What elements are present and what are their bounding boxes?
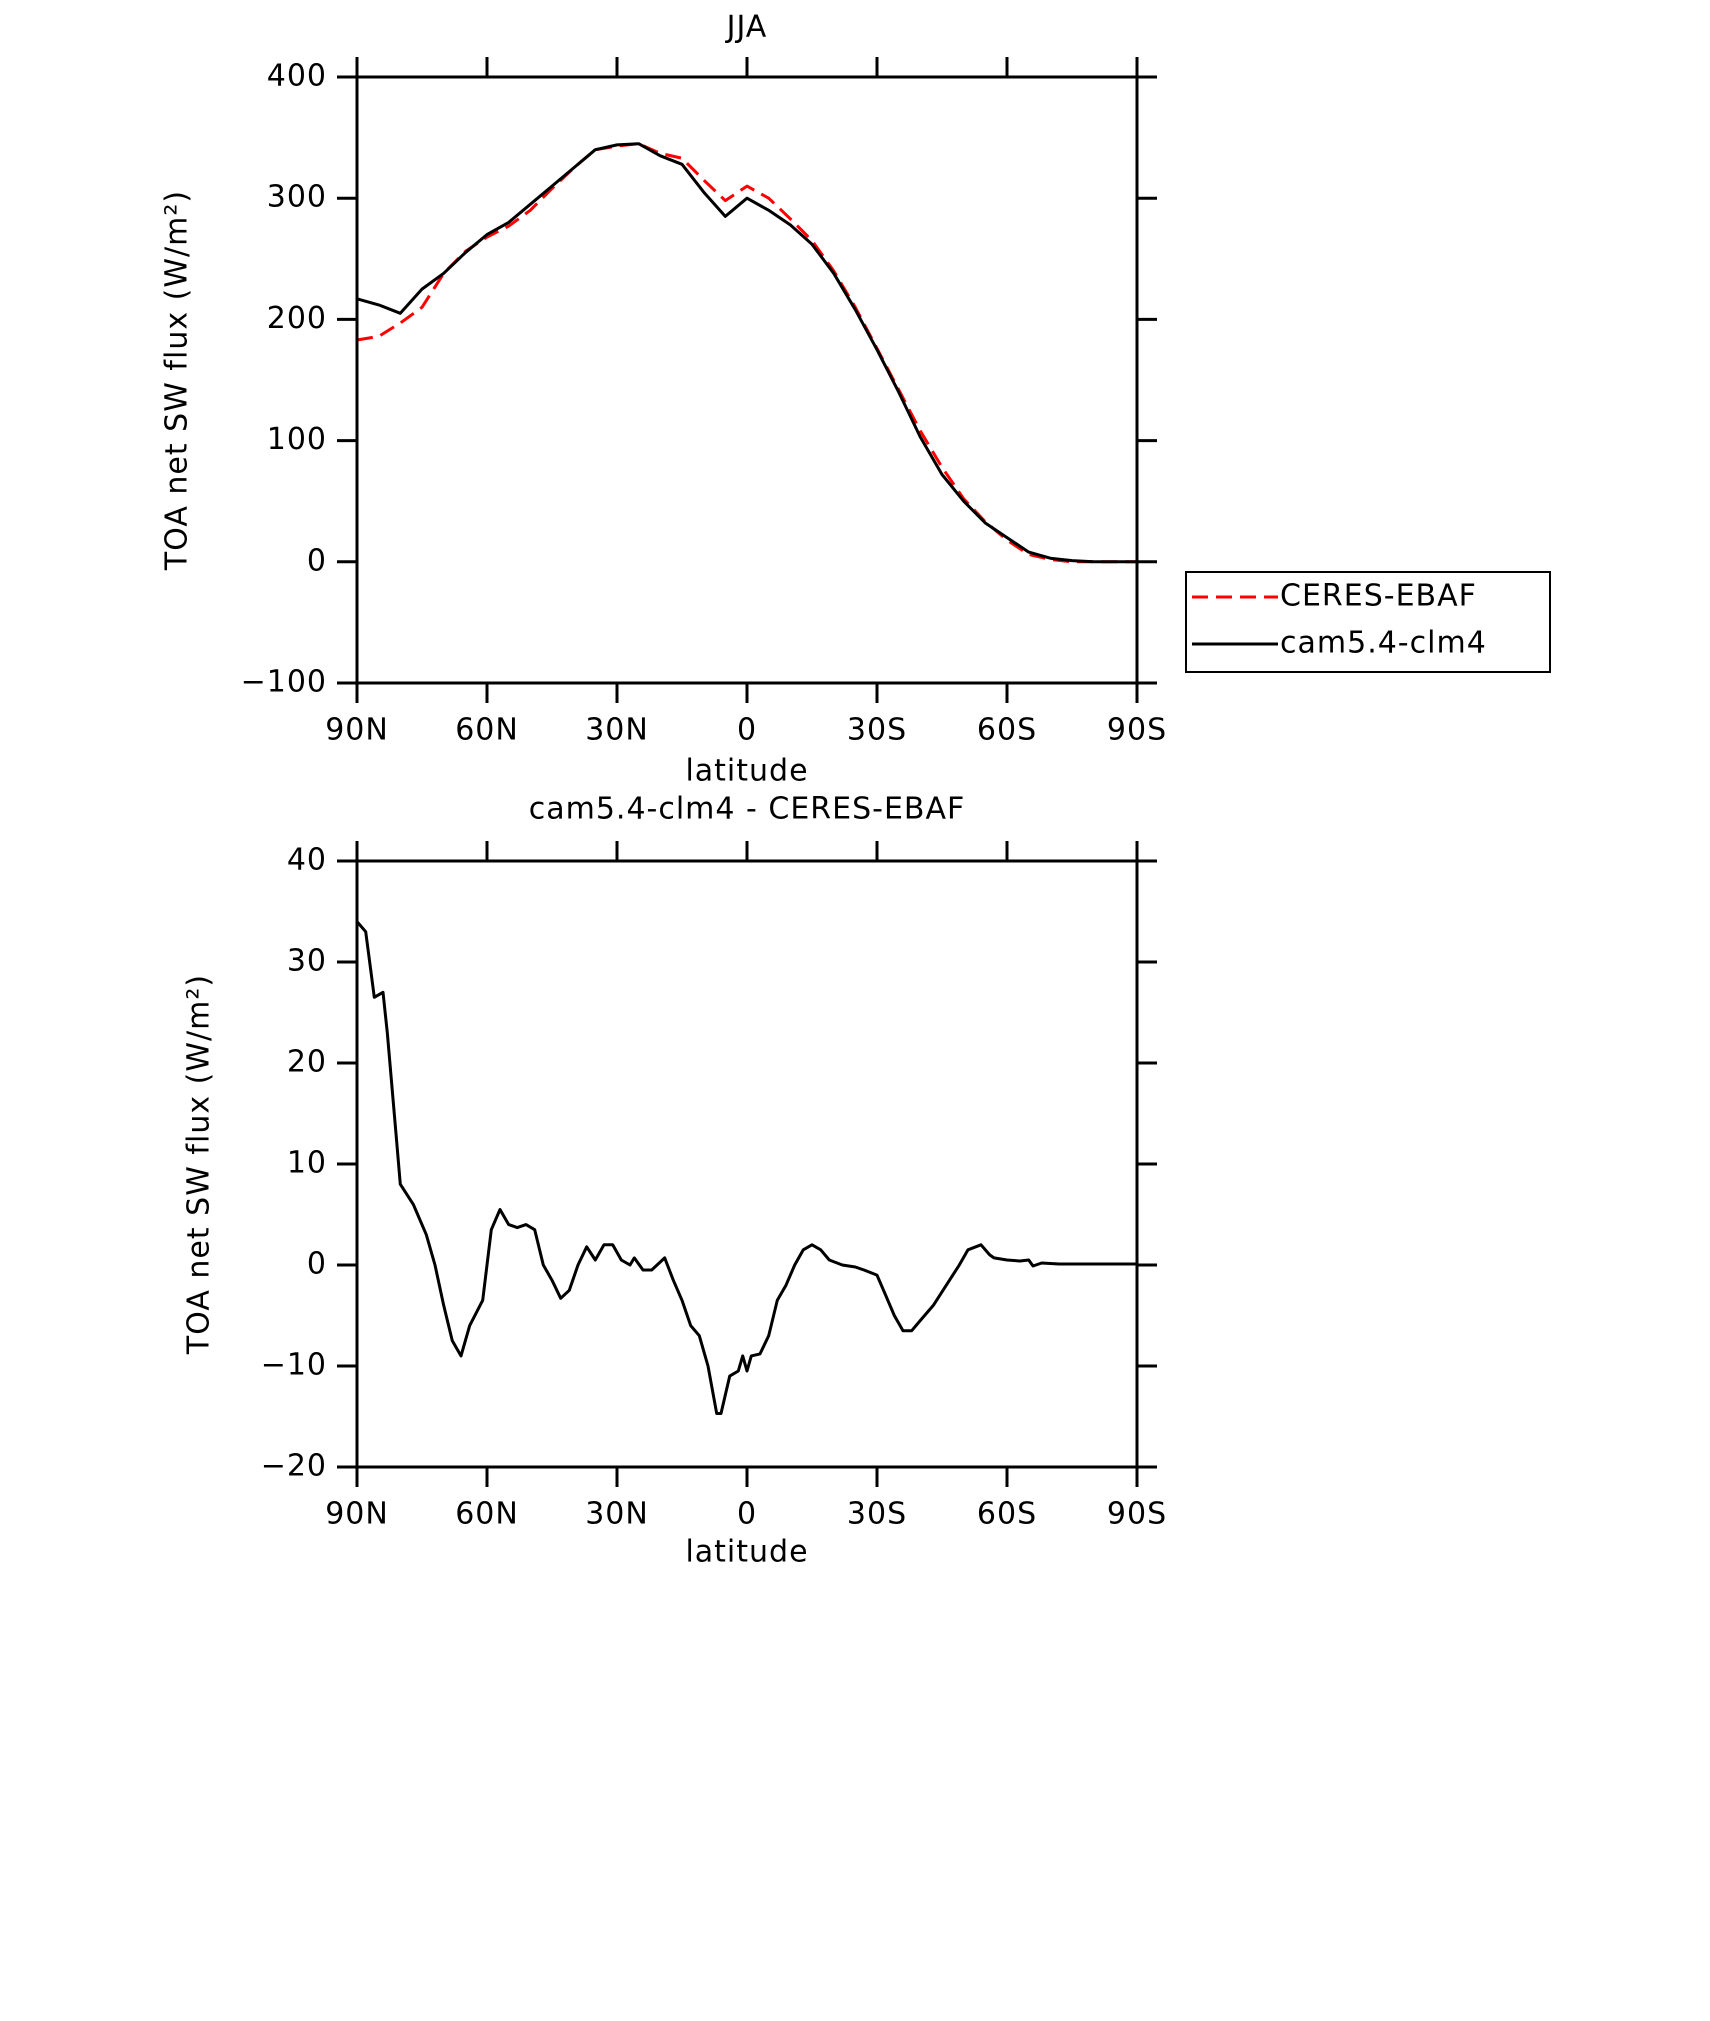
y-tick-label: 10 bbox=[287, 1146, 327, 1181]
y-tick-label: 100 bbox=[267, 422, 327, 457]
legend-label: CERES-EBAF bbox=[1280, 579, 1477, 614]
x-tick-label: 30N bbox=[585, 1497, 649, 1532]
y-tick-label: 30 bbox=[287, 944, 327, 979]
x-tick-label: 90N bbox=[325, 1497, 389, 1532]
y-axis-label: TOA net SW flux (W/m²) bbox=[160, 190, 195, 571]
data-line bbox=[356, 142, 1137, 564]
plot-frame bbox=[355, 75, 1139, 685]
legend-label: cam5.4-clm4 bbox=[1280, 626, 1487, 661]
x-tick-label: 60S bbox=[977, 1497, 1037, 1532]
y-tick-label: −10 bbox=[261, 1348, 327, 1383]
x-axis-label: latitude bbox=[685, 1535, 808, 1570]
x-tick-label: 0 bbox=[737, 1497, 757, 1532]
y-axis-label: TOA net SW flux (W/m²) bbox=[182, 974, 217, 1355]
y-tick-label: 300 bbox=[267, 180, 327, 215]
x-tick-label: 90S bbox=[1107, 713, 1167, 748]
data-line bbox=[356, 142, 1137, 564]
legend-box bbox=[1185, 571, 1551, 673]
chart-title: JJA bbox=[725, 10, 768, 45]
y-tick-label: 0 bbox=[307, 1247, 327, 1282]
x-tick-label: 0 bbox=[737, 713, 757, 748]
chart-title: cam5.4-clm4 - CERES-EBAF bbox=[529, 792, 966, 827]
data-line bbox=[355, 920, 1137, 1415]
x-tick-label: 60N bbox=[455, 1497, 519, 1532]
x-tick-label: 90S bbox=[1107, 1497, 1167, 1532]
plot-frame bbox=[355, 859, 1139, 1469]
y-tick-label: 0 bbox=[307, 543, 327, 578]
y-tick-label: 20 bbox=[287, 1045, 327, 1080]
x-tick-label: 30S bbox=[847, 1497, 907, 1532]
y-tick-label: 400 bbox=[267, 59, 327, 94]
x-tick-label: 90N bbox=[325, 713, 389, 748]
x-tick-label: 60N bbox=[455, 713, 519, 748]
x-tick-label: 60S bbox=[977, 713, 1037, 748]
x-axis-label: latitude bbox=[685, 754, 808, 789]
x-tick-label: 30N bbox=[585, 713, 649, 748]
y-tick-label: 40 bbox=[287, 843, 327, 878]
x-tick-label: 30S bbox=[847, 713, 907, 748]
y-tick-label: 200 bbox=[267, 301, 327, 336]
y-tick-label: −100 bbox=[241, 665, 327, 700]
y-tick-label: −20 bbox=[261, 1449, 327, 1484]
